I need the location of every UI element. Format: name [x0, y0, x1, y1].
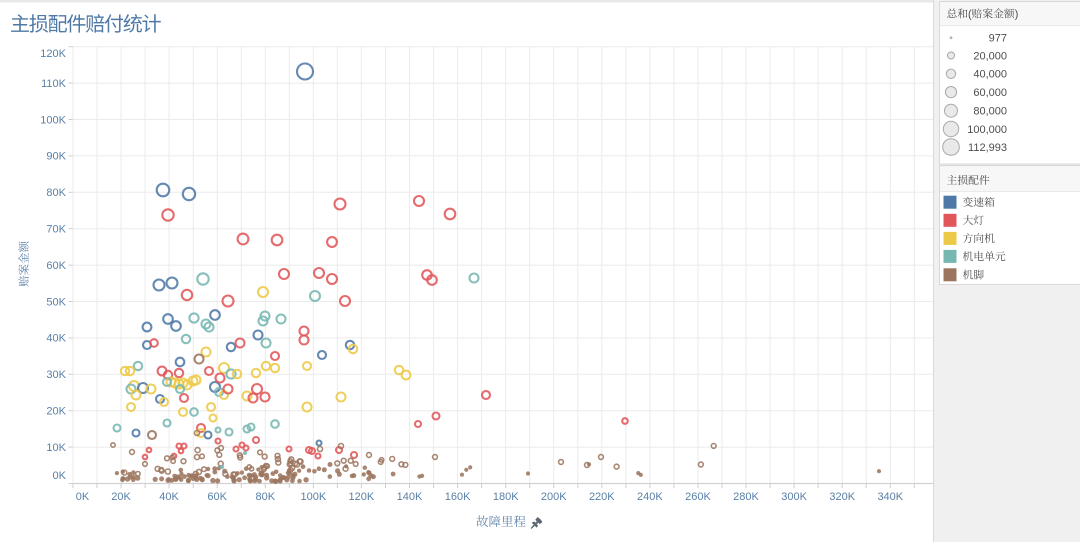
svg-text:220K: 220K: [589, 491, 615, 503]
svg-text:40K: 40K: [46, 333, 66, 345]
svg-text:110K: 110K: [41, 78, 67, 90]
svg-text:120K: 120K: [40, 48, 66, 60]
svg-text:180K: 180K: [493, 491, 519, 503]
svg-text:(: (: [968, 9, 972, 21]
svg-text:20,000: 20,000: [973, 50, 1007, 62]
svg-text:80K: 80K: [46, 187, 66, 199]
svg-text:160K: 160K: [445, 491, 471, 503]
svg-text:260K: 260K: [685, 491, 711, 503]
svg-text:70K: 70K: [46, 224, 66, 236]
svg-text:50K: 50K: [46, 296, 66, 308]
svg-text:80,000: 80,000: [973, 106, 1007, 118]
svg-text:0K: 0K: [53, 470, 67, 482]
svg-text:30K: 30K: [46, 369, 66, 381]
svg-text:60K: 60K: [46, 260, 66, 272]
svg-text:20K: 20K: [46, 406, 66, 418]
svg-text:200K: 200K: [541, 491, 567, 503]
svg-text:320K: 320K: [829, 491, 855, 503]
svg-text:280K: 280K: [733, 491, 759, 503]
svg-text:140K: 140K: [397, 491, 423, 503]
svg-text:60K: 60K: [207, 491, 227, 503]
svg-text:40K: 40K: [159, 491, 179, 503]
svg-text:340K: 340K: [877, 491, 903, 503]
svg-text:100K: 100K: [40, 114, 66, 126]
svg-text:300K: 300K: [781, 491, 807, 503]
svg-text:): ): [1015, 9, 1019, 21]
svg-text:90K: 90K: [46, 151, 66, 163]
svg-text:20K: 20K: [111, 491, 131, 503]
svg-text:10K: 10K: [46, 442, 66, 454]
svg-text:40,000: 40,000: [973, 69, 1007, 81]
svg-text:112,993: 112,993: [968, 142, 1007, 154]
svg-text:80K: 80K: [256, 491, 276, 503]
svg-text:60,000: 60,000: [973, 87, 1007, 99]
svg-text:100,000: 100,000: [967, 124, 1007, 136]
svg-text:0K: 0K: [76, 491, 90, 503]
svg-text:120K: 120K: [349, 491, 375, 503]
svg-text:100K: 100K: [301, 491, 327, 503]
svg-text:240K: 240K: [637, 491, 663, 503]
svg-text:977: 977: [989, 33, 1007, 45]
